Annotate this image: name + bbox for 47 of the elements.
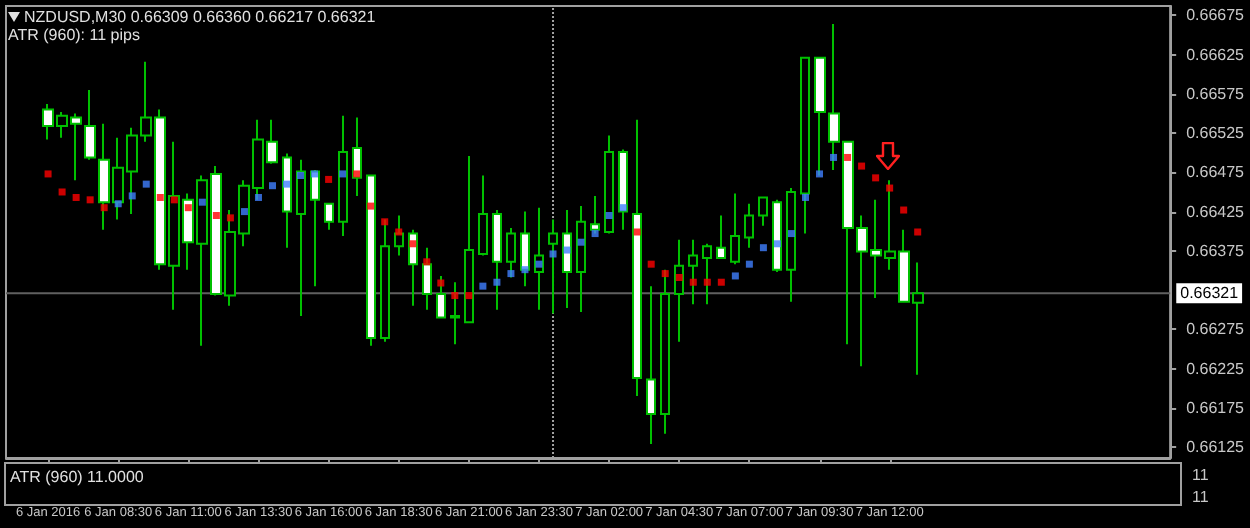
candlestick (492, 209, 502, 311)
y-tick-label: 0.66675 (1186, 6, 1246, 25)
candlestick (660, 268, 670, 435)
ref-line-label: 0.66321 (1180, 284, 1240, 303)
text: ATR (960) 11.0000 (10, 468, 144, 486)
y-tick-label: 0.66625 (1186, 45, 1246, 64)
candlestick (814, 56, 826, 177)
candlestick (646, 285, 656, 445)
candlestick (758, 196, 768, 227)
candlestick (744, 202, 754, 249)
candlestick (450, 281, 460, 346)
candlestick (464, 154, 474, 324)
y-tick-label: 0.66225 (1186, 359, 1246, 378)
candlestick (84, 88, 96, 161)
candlestick (786, 187, 796, 303)
candlestick (422, 246, 432, 311)
candlestick (702, 242, 712, 306)
candlestick (576, 205, 586, 314)
candlestick (632, 118, 642, 398)
y-tick-label: 0.66175 (1186, 398, 1246, 417)
candlestick (324, 202, 334, 231)
candlestick (520, 210, 530, 288)
text: ATR (960): 11 pips (8, 26, 140, 44)
candlestick (380, 218, 390, 343)
candlestick (604, 134, 614, 235)
candlestick (800, 56, 810, 235)
candlestick (478, 174, 488, 257)
text: 11 (1192, 488, 1209, 506)
chart-title: NZDUSD,M30 0.66309 0.66360 0.66217 0.66321 (24, 8, 376, 26)
candlestick (716, 214, 726, 259)
y-tick-label: 0.66125 (1186, 438, 1246, 457)
candlestick (296, 158, 306, 317)
y-tick-label: 0.66375 (1186, 241, 1246, 260)
candlestick (730, 192, 740, 266)
candlestick (590, 194, 600, 235)
y-tick-label: 0.66425 (1186, 202, 1246, 221)
candlestick (436, 274, 446, 319)
y-tick-label: 0.66525 (1186, 124, 1246, 143)
y-tick-label: 0.66275 (1186, 320, 1246, 339)
candlestick (688, 238, 698, 306)
candlestick (366, 174, 376, 347)
candlestick (506, 227, 516, 279)
y-tick-label: 0.66575 (1186, 84, 1246, 103)
candlestick (338, 114, 348, 237)
y-tick-label: 0.66475 (1186, 163, 1246, 182)
candlestick (548, 218, 558, 315)
text: 11 (1192, 466, 1209, 484)
